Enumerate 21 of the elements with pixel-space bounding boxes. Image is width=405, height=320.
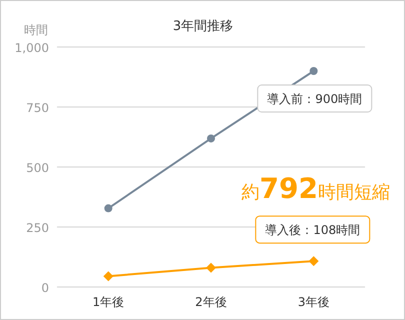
- x-tick-label: 2年後: [195, 295, 227, 309]
- y-tick-label: 500: [26, 161, 49, 175]
- point: [103, 271, 114, 282]
- y-tick-label: 1,000: [14, 41, 49, 55]
- annotation: 導入後：108時間: [265, 223, 360, 238]
- callout: 導入後：108時間: [255, 216, 370, 244]
- y-tick-label: 0: [41, 281, 49, 295]
- x-tick-label: 1年後: [92, 295, 124, 309]
- annotation: 導入前：900時間: [267, 92, 362, 106]
- point: [104, 204, 112, 212]
- x-tick-label: 3年後: [298, 295, 330, 309]
- point: [308, 256, 319, 266]
- y-tick-label: 250: [26, 221, 49, 235]
- annotation: 約792時間短縮: [242, 172, 390, 205]
- chart-title: 3年間推移: [172, 19, 234, 34]
- point: [206, 262, 216, 273]
- callout: 導入前：900時間: [257, 84, 372, 112]
- point: [207, 134, 215, 142]
- y-axis-title: 時間: [24, 23, 48, 37]
- point: [310, 67, 318, 75]
- y-tick-label: 750: [26, 101, 49, 115]
